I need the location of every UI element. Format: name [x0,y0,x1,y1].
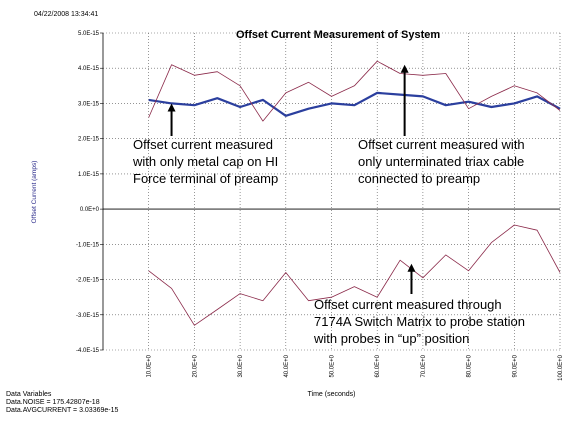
annotation-text-line: Offset current measured with [358,137,525,152]
y-tick-label: 0.0E+0 [80,207,100,213]
x-tick-label: 100.0E+0 [558,354,564,381]
series-line-2 [148,60,561,122]
y-tick-label: 2.0E-15 [78,137,100,143]
x-tick-label: 80.0E+0 [467,354,473,377]
timestamp: 04/22/2008 13:34:41 [34,11,99,18]
footer-noise: Data.NOISE = 175.42807e-18 [6,399,100,406]
x-axis-label: Time (seconds) [308,391,356,398]
axes: 5.0E-15 4.0E-15 3.0E-15 2.0E-15 1.0E-15 0.0E+… [76,31,564,381]
x-tick-label: 40.0E+0 [284,354,290,377]
annotation-text-line: with only metal cap on HI [132,154,278,169]
x-tick-label: 30.0E+0 [238,354,244,377]
footer-avg-current: Data.AVGCURRENT = 3.03369e-15 [6,407,119,414]
y-tick-label: 4.0E-15 [78,66,100,72]
annotation-text-line: Offset current measured [133,137,273,152]
series-line-3 [148,224,561,326]
x-tick-label: 70.0E+0 [421,354,427,377]
y-tick-label: -4.0E-15 [76,348,100,354]
y-axis-label: Offset Current (amps) [31,161,38,224]
annotation-text-line: with probes in “up” position [313,331,469,346]
annotation-text-line: connected to preamp [358,171,480,186]
x-tick-label: 20.0E+0 [192,354,198,377]
annotation-arrow-head [407,263,416,272]
x-tick-label: 10.0E+0 [147,354,153,377]
annotation-text-line: only unterminated triax cable [358,154,524,169]
y-tick-label: 3.0E-15 [78,101,100,107]
y-tick-label: 1.0E-15 [78,172,100,178]
chart-title: Offset Current Measurement of System [236,29,440,41]
y-tick-label: -1.0E-15 [76,242,100,248]
x-tick-label: 90.0E+0 [512,354,518,377]
annotation-text-line: 7174A Switch Matrix to probe station [314,314,525,329]
y-tick-label: -3.0E-15 [76,313,100,319]
footer-heading: Data Variables [6,391,52,398]
annotation-text-line: Offset current measured through [314,297,502,312]
series-layer [148,60,561,326]
annotation-text-line: Force terminal of preamp [133,171,278,186]
annotation-arrow-head [167,103,176,112]
x-tick-label: 60.0E+0 [375,354,381,377]
annotation-layer: Offset current measured with only metal c… [132,64,525,346]
y-tick-label: 5.0E-15 [78,31,100,37]
series-line-1 [148,91,561,117]
annotation-arrow-head [400,64,409,73]
x-tick-label: 50.0E+0 [330,354,336,377]
y-tick-label: -2.0E-15 [76,278,100,284]
